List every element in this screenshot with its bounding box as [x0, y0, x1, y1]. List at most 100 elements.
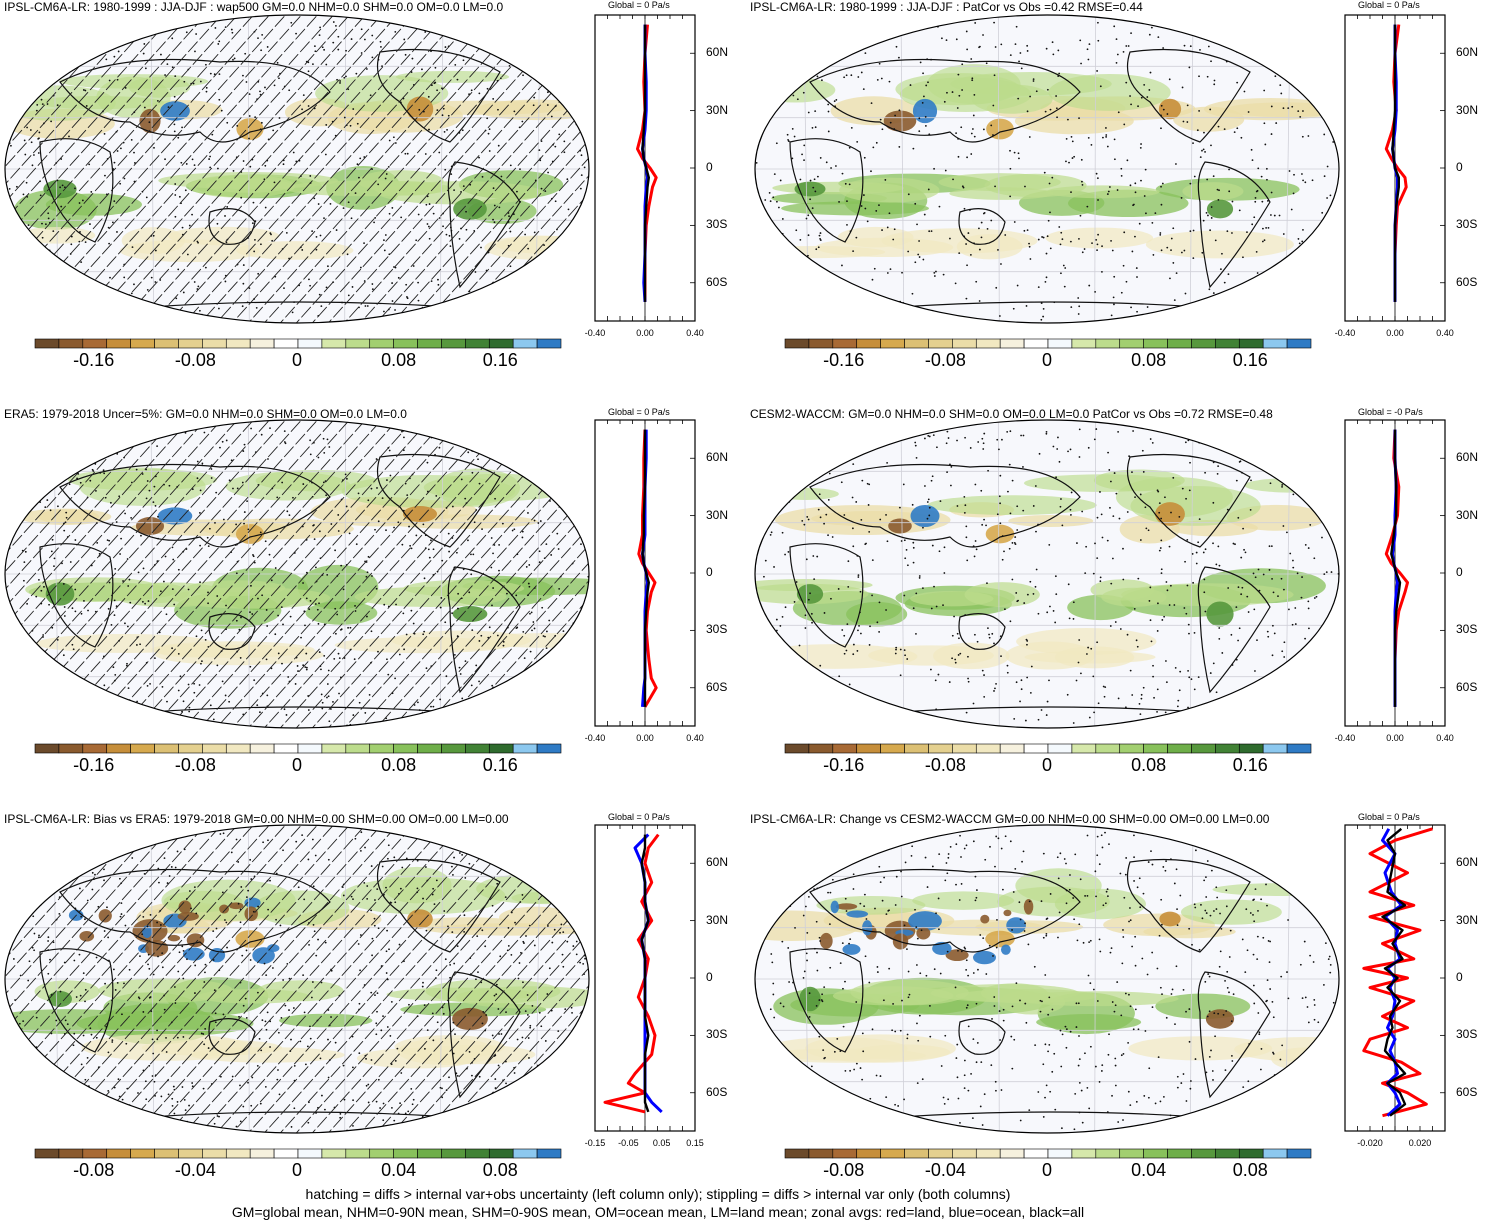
colorbar-tick-label: 0.08: [1233, 1160, 1268, 1181]
colorbar-swatch: [465, 1149, 489, 1158]
latitude-tick-label: 0: [1456, 160, 1463, 174]
colorbar-swatch: [465, 339, 489, 348]
colorbar-swatch: [35, 744, 59, 753]
colorbar-swatch: [370, 1149, 394, 1158]
colorbar-swatch: [1239, 339, 1263, 348]
zonal-title: Global = -0 Pa/s: [1358, 407, 1423, 417]
zonal-x-tick-label: 0.020: [1409, 1138, 1432, 1148]
zonal-title: Global = 0 Pa/s: [608, 407, 670, 417]
robinson-map: [750, 417, 1344, 735]
colorbar-tick-label: 0.16: [1233, 350, 1268, 371]
colorbar-swatch: [274, 339, 298, 348]
colorbar-swatch: [441, 339, 465, 348]
robinson-map: [0, 417, 594, 735]
colorbar-swatch: [418, 339, 442, 348]
latitude-tick-label: 0: [1456, 970, 1463, 984]
colorbar-swatch: [346, 1149, 370, 1158]
colorbar-swatch: [952, 744, 976, 753]
latitude-tick-label: 30S: [706, 622, 727, 636]
colorbar-swatch: [1048, 339, 1072, 348]
panel-4: CESM2-WACCM: GM=0.0 NHM=0.0 SHM=0.0 OM=0…: [750, 405, 1487, 810]
colorbar-swatch: [1000, 339, 1024, 348]
colorbar-tick-label: -0.16: [73, 350, 114, 371]
colorbar-swatch: [833, 339, 857, 348]
colorbar-swatch: [1215, 339, 1239, 348]
colorbar-swatch: [1072, 744, 1096, 753]
colorbar-swatch: [155, 1149, 179, 1158]
colorbar-tick-label: 0.04: [1131, 1160, 1166, 1181]
colorbar-swatch: [1048, 1149, 1072, 1158]
zonal-x-tick-label: -0.40: [1335, 328, 1356, 338]
colorbar-swatch: [107, 744, 131, 753]
colorbar-tick-label: -0.04: [925, 1160, 966, 1181]
colorbar-tick-label: -0.16: [73, 755, 114, 776]
colorbar-swatch: [131, 339, 155, 348]
colorbar-swatch: [226, 1149, 250, 1158]
colorbar-swatch: [905, 339, 929, 348]
colorbar-swatch: [513, 1149, 537, 1158]
zonal-line-land: [639, 430, 656, 707]
latitude-tick-label: 0: [706, 565, 713, 579]
latitude-tick-label: 30N: [706, 103, 728, 117]
colorbar-tick-label: 0.16: [483, 755, 518, 776]
colorbar-swatch: [178, 1149, 202, 1158]
colorbar-swatch: [1072, 339, 1096, 348]
colorbar-swatch: [1263, 339, 1287, 348]
zonal-mean-plot: [594, 14, 696, 322]
colorbar-swatch: [833, 744, 857, 753]
colorbar-swatch: [1144, 744, 1168, 753]
colorbar-swatch: [322, 1149, 346, 1158]
latitude-tick-label: 30S: [1456, 1027, 1477, 1041]
colorbar-swatch: [394, 744, 418, 753]
colorbar-swatch: [155, 339, 179, 348]
colorbar-swatch: [202, 339, 226, 348]
colorbar-swatch: [35, 339, 59, 348]
zonal-x-tick-label: 0.05: [653, 1138, 671, 1148]
colorbar-swatch: [107, 339, 131, 348]
colorbar-swatch: [1120, 1149, 1144, 1158]
colorbar-swatch: [1024, 339, 1048, 348]
colorbar-tick-label: 0: [292, 350, 302, 371]
colorbar-tick-label: 0: [1042, 350, 1052, 371]
colorbar-tick-label: -0.08: [73, 1160, 114, 1181]
zonal-x-tick-label: 0.00: [636, 328, 654, 338]
panel-5: IPSL-CM6A-LR: Bias vs ERA5: 1979-2018 GM…: [0, 810, 737, 1215]
colorbar-swatch: [370, 339, 394, 348]
zonal-mean-plot: [594, 824, 696, 1132]
colorbar-swatch: [976, 339, 1000, 348]
colorbar-swatch: [1072, 1149, 1096, 1158]
colorbar-swatch: [809, 339, 833, 348]
colorbar-swatch: [1048, 744, 1072, 753]
robinson-map: [0, 822, 594, 1140]
latitude-tick-label: 60N: [706, 45, 728, 59]
colorbar-swatch: [1144, 1149, 1168, 1158]
latitude-tick-label: 60N: [1456, 450, 1478, 464]
latitude-tick-label: 60S: [706, 680, 727, 694]
latitude-tick-label: 30N: [1456, 508, 1478, 522]
colorbar: [784, 1148, 1312, 1159]
colorbar-swatch: [298, 744, 322, 753]
colorbar-swatch: [346, 339, 370, 348]
zonal-x-tick-label: 0.40: [1436, 328, 1454, 338]
colorbar-swatch: [298, 339, 322, 348]
panel-6: IPSL-CM6A-LR: Change vs CESM2-WACCM GM=0…: [750, 810, 1487, 1215]
latitude-tick-label: 0: [1456, 565, 1463, 579]
colorbar-swatch: [83, 339, 107, 348]
colorbar-swatch: [178, 744, 202, 753]
colorbar-tick-label: -0.16: [823, 755, 864, 776]
latitude-tick-label: 30N: [706, 508, 728, 522]
colorbar-swatch: [1144, 339, 1168, 348]
colorbar-tick-label: 0: [1042, 1160, 1052, 1181]
colorbar-tick-label: 0.08: [1131, 350, 1166, 371]
colorbar-tick-label: -0.08: [925, 755, 966, 776]
colorbar-swatch: [1000, 1149, 1024, 1158]
robinson-map: [0, 12, 594, 330]
zonal-x-tick-label: -0.020: [1357, 1138, 1383, 1148]
colorbar-swatch: [394, 339, 418, 348]
colorbar-tick-label: -0.16: [823, 350, 864, 371]
colorbar-swatch: [809, 1149, 833, 1158]
latitude-tick-label: 30N: [706, 913, 728, 927]
colorbar-swatch: [537, 744, 561, 753]
colorbar-swatch: [59, 339, 83, 348]
panel-3: ERA5: 1979-2018 Uncer=5%: GM=0.0 NHM=0.0…: [0, 405, 737, 810]
